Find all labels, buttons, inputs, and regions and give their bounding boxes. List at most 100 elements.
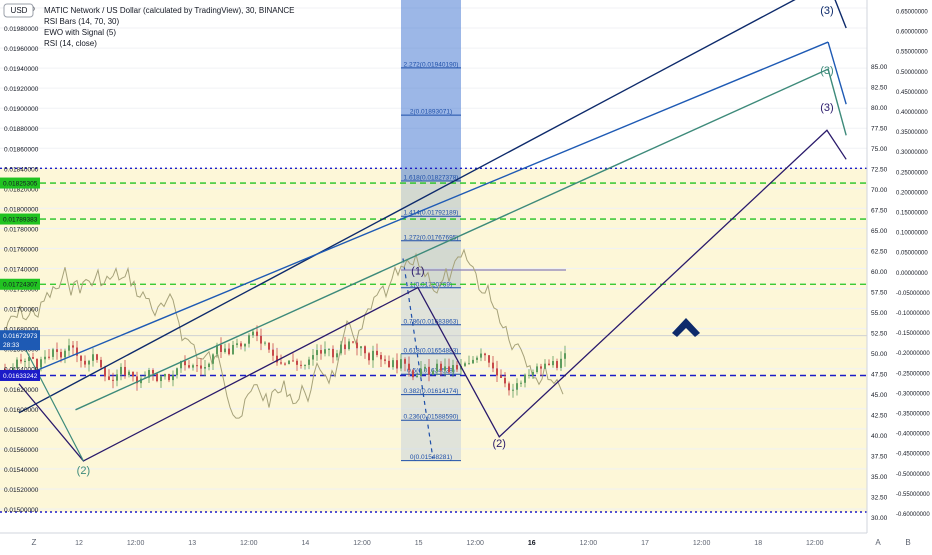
ewo-tick-label: -0.20000000 xyxy=(896,351,930,357)
elliott-wave-path xyxy=(18,129,847,462)
price-tick-label: 0.01560000 xyxy=(4,447,39,454)
rsi-tick-label: 65.00 xyxy=(871,228,888,235)
time-tick-label: 12:00 xyxy=(353,540,371,547)
candle-body xyxy=(312,355,314,360)
ewo-tick-label: 0.30000000 xyxy=(896,150,928,156)
candle-body xyxy=(168,373,170,381)
candle-body xyxy=(220,344,222,353)
ewo-tick-label: 0.15000000 xyxy=(896,211,928,217)
price-tick-label: 0.01980000 xyxy=(4,26,39,33)
candle-body xyxy=(204,366,206,369)
candle-body xyxy=(424,366,426,369)
candle-body xyxy=(412,370,414,378)
price-label-text: 0.01789383 xyxy=(3,217,38,224)
candle-body xyxy=(548,363,550,366)
candle-body xyxy=(544,363,546,369)
candle-body xyxy=(80,355,82,361)
candle-body xyxy=(492,362,494,369)
candle-body xyxy=(296,360,298,365)
fib-level-label: 0.382(0.01614174) xyxy=(404,388,459,395)
candle-body xyxy=(496,368,498,376)
candle-body xyxy=(252,331,254,336)
price-tick-label: 0.01940000 xyxy=(4,66,39,73)
candle-body xyxy=(340,344,342,354)
candle-body xyxy=(400,359,402,369)
candle-body xyxy=(552,361,554,366)
time-tick-label: 12:00 xyxy=(240,540,258,547)
candle-body xyxy=(104,367,106,377)
ewo-tick-label: -0.40000000 xyxy=(896,432,930,438)
candle-body xyxy=(404,359,406,364)
candle-body xyxy=(48,356,50,358)
candle-body xyxy=(320,350,322,354)
time-tick-label: 12:00 xyxy=(127,540,145,547)
ewo-tick-label: -0.50000000 xyxy=(896,472,930,478)
rsi-tick-label: 40.00 xyxy=(871,433,888,440)
trend-line xyxy=(75,68,829,411)
candle-body xyxy=(420,368,422,376)
candle-body xyxy=(408,363,410,371)
candle-body xyxy=(480,353,482,358)
time-axis-background xyxy=(0,533,867,550)
candle-body xyxy=(284,363,286,365)
candle-body xyxy=(376,350,378,356)
trend-line xyxy=(18,41,829,379)
fib-trend-dashed xyxy=(402,258,434,459)
candle-body xyxy=(256,331,258,336)
timezone-button[interactable]: Z xyxy=(32,538,37,547)
candle-body xyxy=(484,353,486,356)
trend-line xyxy=(827,68,847,136)
candle-body xyxy=(248,335,250,344)
price-label-tag xyxy=(0,339,40,351)
rsi-tick-label: 47.50 xyxy=(871,372,888,379)
candle-body xyxy=(36,358,38,368)
candle-body xyxy=(76,347,78,356)
indicator-legend-ewo[interactable]: EWO with Signal (5) xyxy=(44,28,116,37)
rsi-tick-label: 42.50 xyxy=(871,413,888,420)
candle-body xyxy=(72,345,74,348)
candle-body xyxy=(224,348,226,353)
candle-body xyxy=(288,360,290,364)
candle-body xyxy=(472,359,474,364)
price-tick-label: 0.01860000 xyxy=(4,146,39,153)
ewo-tick-label: -0.10000000 xyxy=(896,311,930,317)
wave-label: (1) xyxy=(411,266,424,278)
rsi-tick-label: 75.00 xyxy=(871,146,888,153)
auto-scale-button[interactable]: A xyxy=(875,538,881,547)
candle-body xyxy=(444,366,446,371)
candle-body xyxy=(332,348,334,358)
candle-body xyxy=(364,346,366,354)
time-tick-label: 15 xyxy=(415,540,423,547)
candle-body xyxy=(372,350,374,361)
candle-body xyxy=(52,349,54,357)
indicator-legend-rsi[interactable]: RSI (14, close) xyxy=(44,39,97,48)
candle-body xyxy=(88,360,90,365)
symbol-title: MATIC Network / US Dollar (calculated by… xyxy=(44,6,294,15)
price-tick-label: 0.01500000 xyxy=(4,507,39,514)
candle-body xyxy=(200,365,202,369)
candle-body xyxy=(432,371,434,375)
ewo-tick-label: 0.35000000 xyxy=(896,130,928,136)
currency-badge[interactable] xyxy=(3,3,34,18)
fib-level-label: 0(0.01548281) xyxy=(410,454,452,461)
candle-body xyxy=(228,348,230,355)
rsi-tick-label: 30.00 xyxy=(871,515,888,522)
candle-body xyxy=(292,360,294,362)
indicator-legend-rsi-bars[interactable]: RSI Bars (14, 70, 30) xyxy=(44,17,119,26)
candle-body xyxy=(212,354,214,364)
candle-body xyxy=(428,366,430,375)
candle-body xyxy=(124,366,126,376)
ewo-tick-label: 0.20000000 xyxy=(896,190,928,196)
rsi-tick-label: 82.50 xyxy=(871,85,888,92)
candle-body xyxy=(468,363,470,365)
scale-settings-button[interactable]: B xyxy=(905,538,910,547)
candle-body xyxy=(40,359,42,368)
price-label-tag xyxy=(0,278,40,290)
price-tick-label: 0.01680000 xyxy=(4,327,39,334)
candle-body xyxy=(440,363,442,371)
candle-body xyxy=(184,360,186,366)
rsi-tick-label: 37.50 xyxy=(871,454,888,461)
candle-body xyxy=(116,374,118,381)
